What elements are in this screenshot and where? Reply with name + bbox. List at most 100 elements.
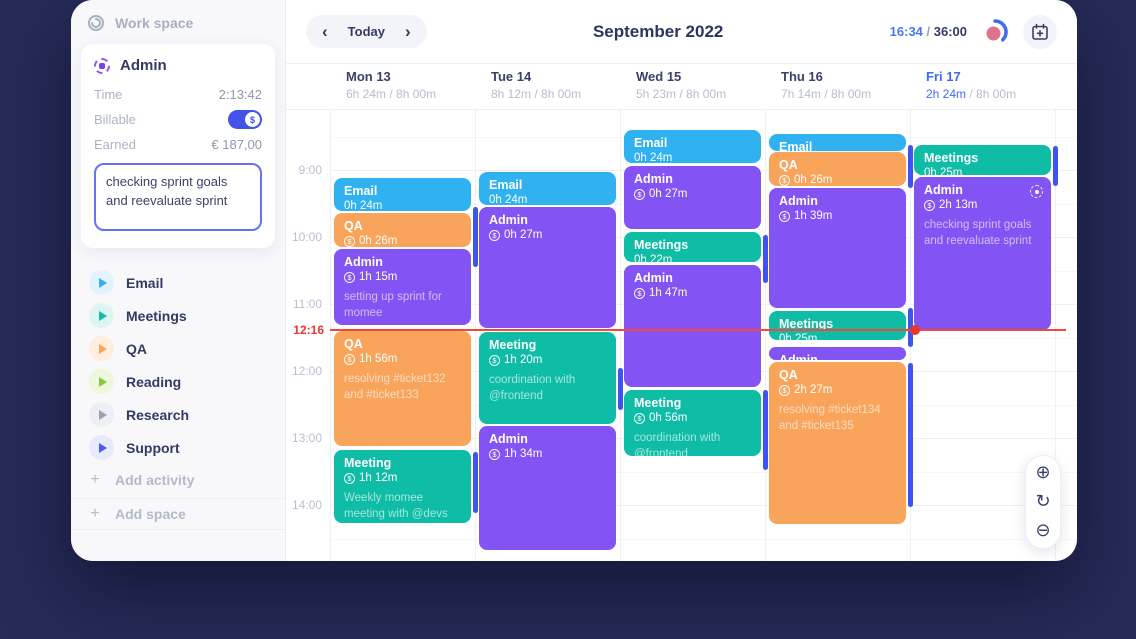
event-title: Meetings xyxy=(779,317,834,331)
external-event-bar xyxy=(472,452,478,513)
event-card-qa[interactable]: QA $0h 26m xyxy=(334,213,471,247)
sidebar-item-meetings[interactable]: Meetings xyxy=(77,299,279,332)
add-calendar-button[interactable] xyxy=(1023,14,1057,49)
zoom-out-button[interactable]: ⊖ xyxy=(1035,520,1051,541)
day-stats-separator: / xyxy=(531,87,542,101)
add-space-button[interactable]: + Add space xyxy=(71,498,285,530)
event-duration-value: 1h 12m xyxy=(359,472,398,484)
event-card-meetings[interactable]: Meetings 0h 22m xyxy=(624,232,761,262)
external-event-bar xyxy=(907,363,913,507)
event-card-meetings[interactable]: Meetings 0h 25m xyxy=(769,311,906,340)
external-event-bar xyxy=(907,145,913,188)
event-duration: 0h 24m xyxy=(344,200,461,211)
event-card-admin[interactable]: Admin $1h 15m setting up sprint for momee xyxy=(334,249,471,325)
active-timer-icon xyxy=(94,57,110,74)
event-duration: $0h 26m xyxy=(779,174,896,186)
event-duration-value: 0h 25m xyxy=(924,167,963,175)
event-duration-value: 0h 26m xyxy=(794,174,833,186)
event-description: resolving #ticket134 and #ticket135 xyxy=(779,404,881,432)
event-duration: $0h 56m xyxy=(634,412,751,424)
event-card-email[interactable]: Email 0h 24m xyxy=(479,172,616,205)
play-icon xyxy=(89,369,114,394)
event-duration: 0h 24m xyxy=(634,152,751,163)
event-card-email[interactable]: Email 0h 24m xyxy=(334,178,471,211)
month-title: September 2022 xyxy=(592,21,724,41)
event-card-meeting[interactable]: Meeting $1h 20m coordination with @fronten… xyxy=(479,332,616,424)
event-duration: $1h 15m xyxy=(344,271,461,283)
billable-toggle[interactable]: $ xyxy=(228,110,262,129)
event-duration: $1h 20m xyxy=(489,354,606,366)
event-title: Email xyxy=(344,184,378,198)
plus-icon: + xyxy=(90,471,100,488)
progress-donut-icon xyxy=(986,18,1008,42)
event-description: resolving #ticket132 and #ticket133 xyxy=(344,373,446,401)
event-card-admin[interactable]: Admin $1h 47m xyxy=(624,265,761,387)
day-column-divider xyxy=(1055,110,1056,561)
event-duration-value: 0h 24m xyxy=(344,200,383,211)
event-card-qa[interactable]: QA $1h 56m resolving #ticket132 and #ticke… xyxy=(334,331,471,446)
app-window: Work space Admin Time 2:13:42 Billable $… xyxy=(71,0,1077,561)
event-card-email[interactable]: Email 0h 24m xyxy=(624,130,761,163)
workspace-selector[interactable]: Work space xyxy=(71,0,285,40)
event-card-qa[interactable]: QA $2h 27m resolving #ticket134 and #ticke… xyxy=(769,362,906,524)
event-title: Meeting xyxy=(344,456,392,470)
day-tracked-value: 7h 14m xyxy=(781,87,822,101)
sidebar-item-research[interactable]: Research xyxy=(77,398,279,431)
event-card-admin[interactable]: Admin $0h 27m xyxy=(624,166,761,229)
event-duration: $1h 12m xyxy=(344,472,461,484)
sidebar-item-reading[interactable]: Reading xyxy=(77,365,279,398)
day-stats-separator: / xyxy=(821,87,832,101)
play-icon xyxy=(89,336,114,361)
next-week-button[interactable]: › xyxy=(405,21,411,41)
hour-label: 14:00 xyxy=(291,498,322,512)
day-header: Fri 17 2h 24m / 8h 00m xyxy=(910,64,1055,109)
tracker-activity-row[interactable]: Admin xyxy=(94,52,262,83)
event-card-email[interactable]: Email xyxy=(769,134,906,151)
day-tracked-value: 6h 24m xyxy=(346,87,387,101)
hour-label: 11:00 xyxy=(292,297,322,311)
sidebar-item-email[interactable]: Email xyxy=(77,266,279,299)
note-input[interactable]: checking sprint goals and reevaluate spr… xyxy=(94,163,262,231)
event-card-admin[interactable]: Admin $1h 34m xyxy=(479,426,616,550)
event-duration-value: 1h 34m xyxy=(504,448,543,460)
activity-list: Email Meetings QA Reading Research Support xyxy=(71,260,285,464)
zoom-in-button[interactable]: ⊕ xyxy=(1035,462,1051,483)
sidebar-item-qa[interactable]: QA xyxy=(77,332,279,365)
event-card-meeting[interactable]: Meeting $0h 56m coordination with @fronten… xyxy=(624,390,761,456)
prev-week-button[interactable]: ‹ xyxy=(322,21,328,41)
sidebar-item-support[interactable]: Support xyxy=(77,431,279,464)
event-title: Admin xyxy=(344,255,383,269)
external-event-bar xyxy=(762,235,768,283)
sidebar: Work space Admin Time 2:13:42 Billable $… xyxy=(71,0,286,561)
event-description: checking sprint goals and reevaluate spr… xyxy=(924,219,1032,247)
day-column-divider xyxy=(330,110,331,561)
sidebar-item-label: Email xyxy=(126,274,164,291)
day-stats: 6h 24m / 8h 00m xyxy=(346,87,475,101)
reset-zoom-button[interactable]: ↻ xyxy=(1035,491,1051,512)
today-button[interactable]: Today xyxy=(347,24,385,39)
billable-toggle-knob: $ xyxy=(245,112,260,127)
sidebar-item-label: Reading xyxy=(126,373,182,390)
calendar-grid: 12:16 9:00 10:00 11:00 12:00 13:00 14:00 Email… xyxy=(286,110,1077,561)
event-duration-value: 2h 13m xyxy=(939,199,978,211)
day-name: Fri 17 xyxy=(926,69,961,84)
event-card-admin[interactable]: Admin $0h 27m xyxy=(479,207,616,328)
event-duration: $0h 27m xyxy=(634,188,751,200)
event-title: Admin xyxy=(489,213,528,227)
day-name: Tue 14 xyxy=(491,69,532,84)
header-right-group: 16:34 / 36:00 xyxy=(890,14,1057,49)
event-card-meetings[interactable]: Meetings 0h 25m xyxy=(914,145,1051,175)
event-duration-value: 1h 56m xyxy=(359,353,398,365)
event-title: Admin xyxy=(634,271,673,285)
event-card-qa[interactable]: QA $0h 26m xyxy=(769,152,906,186)
event-card-admin[interactable]: Admin $2h 13m checking sprint goals and re… xyxy=(914,177,1051,330)
event-duration: 0h 24m xyxy=(489,194,606,205)
play-triangle xyxy=(98,376,107,387)
event-card-admin[interactable]: Admin $1h 39m xyxy=(769,188,906,308)
add-activity-button[interactable]: + Add activity xyxy=(71,464,285,496)
event-duration-value: 1h 15m xyxy=(359,271,398,283)
event-card-admin[interactable]: Admin xyxy=(769,347,906,360)
event-card-meeting[interactable]: Meeting $1h 12m Weekly momee meeting with … xyxy=(334,450,471,523)
current-time-dot[interactable] xyxy=(910,325,920,335)
event-duration-value: 0h 26m xyxy=(359,235,398,247)
